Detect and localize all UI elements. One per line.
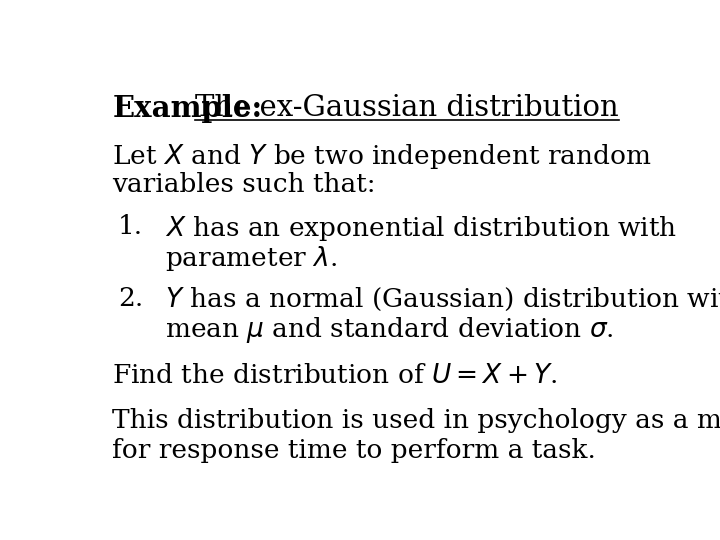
Text: Example:: Example: — [112, 94, 263, 123]
Text: parameter $\lambda$.: parameter $\lambda$. — [166, 244, 338, 273]
Text: for response time to perform a task.: for response time to perform a task. — [112, 438, 596, 463]
Text: This distribution is used in psychology as a model: This distribution is used in psychology … — [112, 408, 720, 433]
Text: mean $\mu$ and standard deviation $\sigma$.: mean $\mu$ and standard deviation $\sigm… — [166, 315, 614, 346]
Text: 1.: 1. — [118, 214, 143, 239]
Text: $Y$ has a normal (Gaussian) distribution with: $Y$ has a normal (Gaussian) distribution… — [166, 286, 720, 313]
Text: Let $X$ and $Y$ be two independent random: Let $X$ and $Y$ be two independent rando… — [112, 142, 652, 171]
Text: $X$ has an exponential distribution with: $X$ has an exponential distribution with — [166, 214, 678, 242]
Text: variables such that:: variables such that: — [112, 172, 376, 197]
Text: Find the distribution of $U = X + Y$.: Find the distribution of $U = X + Y$. — [112, 363, 558, 388]
Text: The ex-Gaussian distribution: The ex-Gaussian distribution — [195, 94, 618, 122]
Text: 2.: 2. — [118, 286, 143, 310]
